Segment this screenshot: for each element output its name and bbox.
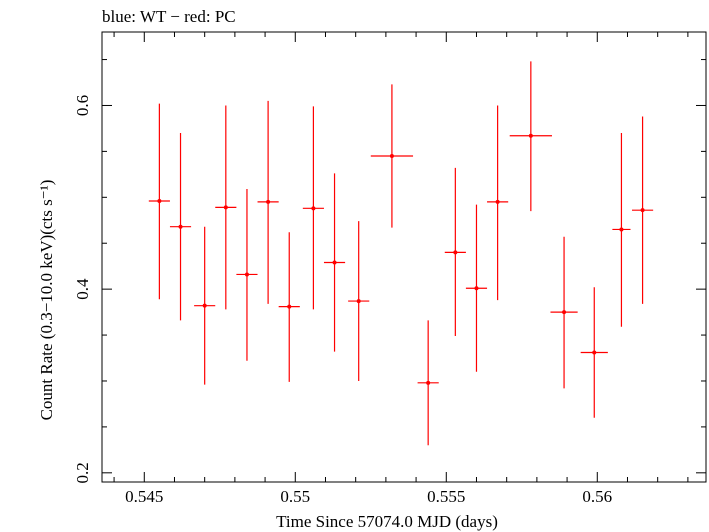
data-point <box>444 167 466 336</box>
data-point <box>257 100 279 304</box>
data-points <box>148 61 654 446</box>
x-tick-label: 0.545 <box>125 487 163 506</box>
point-marker <box>389 153 394 158</box>
point-marker <box>426 380 431 385</box>
data-point <box>509 61 552 212</box>
data-point <box>236 189 258 361</box>
point-marker <box>528 133 533 138</box>
y-tick-label: 0.2 <box>73 462 92 483</box>
data-point <box>323 173 346 352</box>
x-tick-label: 0.56 <box>582 487 612 506</box>
point-marker <box>453 250 458 255</box>
point-marker <box>178 224 183 229</box>
point-marker <box>332 260 337 265</box>
point-marker <box>244 272 249 277</box>
x-tick-label: 0.555 <box>427 487 465 506</box>
y-tick-label: 0.4 <box>73 278 92 300</box>
data-point <box>169 133 192 321</box>
data-point <box>278 232 300 382</box>
x-axis: 0.545 0.55 0.555 0.56 <box>113 32 689 506</box>
data-point <box>550 236 578 389</box>
point-marker <box>619 227 624 232</box>
point-marker <box>592 350 597 355</box>
x-tick-label: 0.55 <box>280 487 310 506</box>
data-point <box>465 204 488 372</box>
point-marker <box>640 208 645 213</box>
point-marker <box>157 198 162 203</box>
data-point <box>487 105 509 301</box>
point-marker <box>495 199 500 204</box>
data-point <box>632 116 654 304</box>
x-axis-label: Time Since 57074.0 MJD (days) <box>276 512 498 531</box>
point-marker <box>202 303 207 308</box>
plot-frame <box>101 31 707 483</box>
y-axis-label: Count Rate (0.3−10.0 keV)(cts s⁻¹) <box>37 180 56 421</box>
point-marker <box>562 310 567 315</box>
data-point <box>215 105 237 310</box>
data-point <box>148 103 170 300</box>
y-tick-label: 0.6 <box>73 95 92 116</box>
data-point <box>194 226 216 385</box>
chart-title: blue: WT − red: PC <box>102 7 236 26</box>
data-point <box>302 106 324 310</box>
point-marker <box>287 304 292 309</box>
data-point <box>370 84 414 228</box>
point-marker <box>223 205 228 210</box>
data-point <box>580 287 608 418</box>
point-marker <box>266 199 271 204</box>
point-marker <box>311 206 316 211</box>
data-point <box>417 320 439 446</box>
point-marker <box>356 299 361 304</box>
data-point <box>612 133 631 327</box>
y-axis: 0.2 0.4 0.6 <box>73 59 706 483</box>
point-marker <box>474 286 479 291</box>
data-point <box>348 221 370 381</box>
